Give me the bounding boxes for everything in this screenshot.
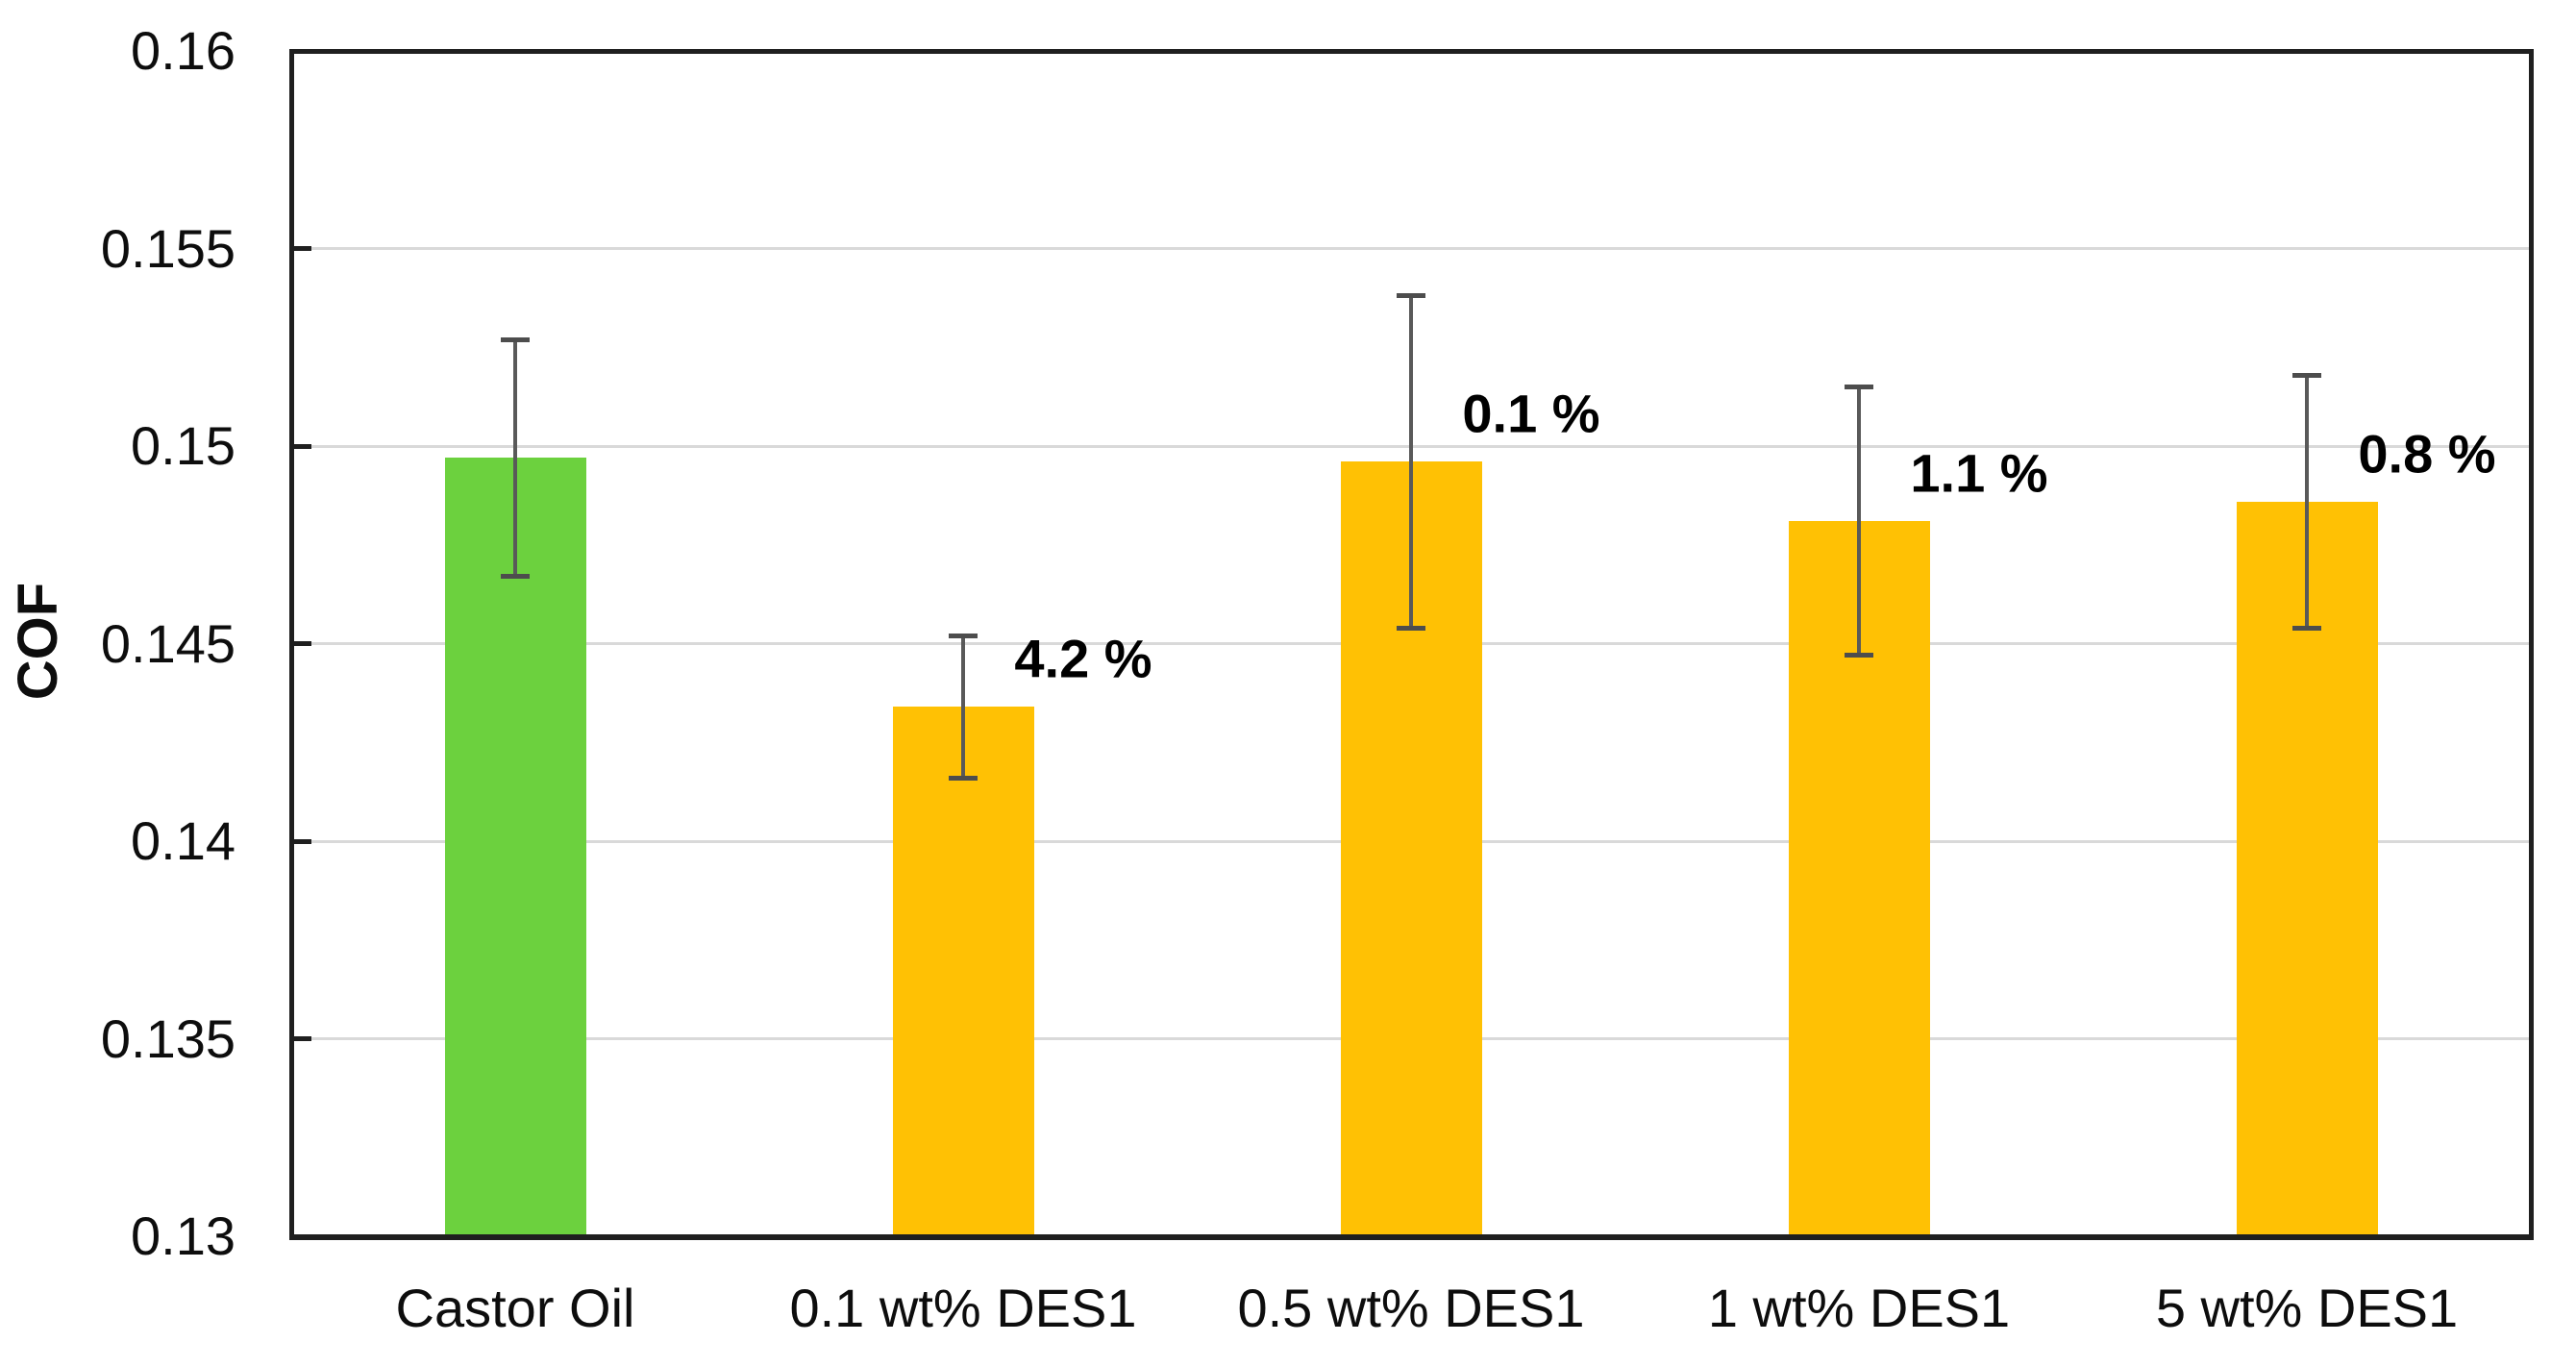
y-tick-label: 0.16 <box>131 20 235 81</box>
y-tick-mark <box>291 838 311 844</box>
x-category-label: 5 wt% DES1 <box>2155 1278 2459 1338</box>
error-bar-cap-top <box>1397 293 1425 299</box>
bar-annotation: 1.1 % <box>1910 442 2048 504</box>
y-tick-mark <box>291 246 311 251</box>
y-axis-line <box>288 48 294 1239</box>
y-tick-label: 0.15 <box>131 415 235 476</box>
y-tick-mark <box>291 1036 311 1041</box>
bar-annotation: 4.2 % <box>1014 628 1152 689</box>
error-bar <box>2305 375 2309 629</box>
plot-border-right <box>2528 48 2534 1239</box>
plot-border-top <box>291 48 2534 54</box>
error-bar <box>1857 386 1861 656</box>
x-category-label: Castor Oil <box>395 1278 635 1338</box>
error-bar-cap-bottom <box>949 775 978 781</box>
error-bar-cap-bottom <box>1845 653 1873 659</box>
error-bar <box>961 635 965 779</box>
x-category-label: 0.1 wt% DES1 <box>789 1278 1137 1338</box>
error-bar <box>1409 295 1413 629</box>
x-axis-line <box>288 1233 2534 1240</box>
error-bar-cap-top <box>1845 384 1873 389</box>
y-tick-label: 0.155 <box>100 217 235 279</box>
y-tick-label: 0.14 <box>131 810 235 871</box>
y-tick-label: 0.135 <box>100 1007 235 1069</box>
error-bar-cap-bottom <box>1397 625 1425 631</box>
bar-annotation: 0.1 % <box>1462 383 1600 444</box>
error-bar-cap-bottom <box>501 574 530 580</box>
error-bar <box>513 339 517 577</box>
y-tick-label: 0.145 <box>100 612 235 674</box>
bar-castor-oil <box>444 458 586 1236</box>
bar-annotation: 0.8 % <box>2358 423 2496 485</box>
error-bar-cap-top <box>2292 372 2321 378</box>
x-category-label: 0.5 wt% DES1 <box>1237 1278 1585 1338</box>
gridline <box>291 247 2531 250</box>
error-bar-cap-top <box>501 336 530 342</box>
y-tick-mark <box>291 443 311 449</box>
error-bar-cap-bottom <box>2292 625 2321 631</box>
y-tick-label: 0.13 <box>131 1205 235 1266</box>
error-bar-cap-top <box>949 633 978 638</box>
x-category-label: 1 wt% DES1 <box>1707 1278 2011 1338</box>
bar-0-1-wt-des1 <box>892 707 1034 1236</box>
y-tick-mark <box>291 641 311 646</box>
